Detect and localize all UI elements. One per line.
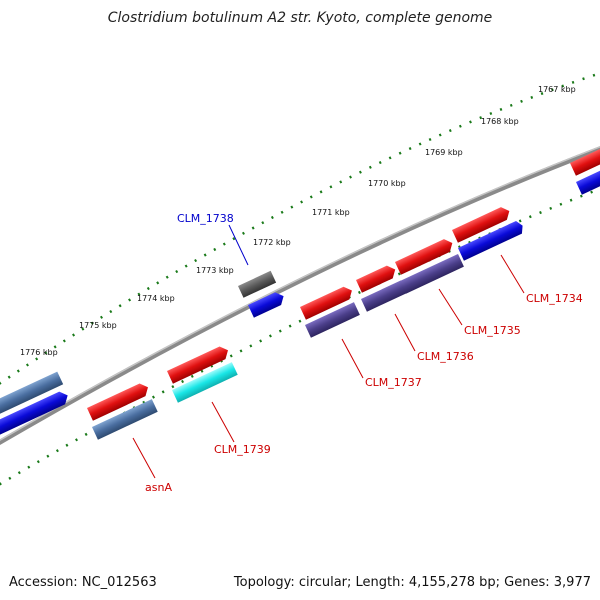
leader-line-clm1739 — [211, 401, 235, 443]
gene-feature-left-slate[interactable] — [0, 371, 64, 415]
gene-label-asna: asnA — [145, 481, 172, 494]
tick-label-1772: 1772 kbp — [253, 238, 291, 247]
genome-summary-text: Topology: circular; Length: 4,155,278 bp… — [233, 575, 591, 590]
tick-label-1770: 1770 kbp — [368, 179, 406, 188]
tick-label-1775: 1775 kbp — [79, 321, 117, 330]
genome-backbone-highlight — [0, 146, 600, 442]
gene-feature-left-blue[interactable] — [0, 389, 71, 435]
gene-feature-top-right-red[interactable] — [570, 144, 600, 176]
gene-feature-clm1736-red[interactable] — [356, 263, 398, 293]
gene-label-clm1736: CLM_1736 — [417, 350, 474, 363]
tick-label-1771: 1771 kbp — [312, 208, 350, 217]
gene-feature-clm1738-gray[interactable] — [238, 270, 277, 298]
tick-label-1774: 1774 kbp — [137, 294, 175, 303]
tick-label-1767: 1767 kbp — [538, 85, 576, 94]
gene-feature-clm1739-cyan[interactable] — [172, 362, 238, 403]
leader-line-clm1734 — [500, 254, 525, 294]
gene-label-clm1734: CLM_1734 — [526, 292, 583, 305]
tick-label-1773: 1773 kbp — [196, 266, 234, 275]
tick-label-1768: 1768 kbp — [481, 117, 519, 126]
leader-line-asna — [132, 437, 156, 479]
tick-label-1769: 1769 kbp — [425, 148, 463, 157]
gene-feature-clm1736-purple[interactable] — [361, 280, 407, 312]
gene-feature-clm1734-blue[interactable] — [458, 219, 526, 261]
gene-feature-clm1735-red[interactable] — [395, 237, 455, 275]
gene-feature-clm1739-red[interactable] — [167, 344, 231, 384]
accession-text: Accession: NC_012563 — [9, 575, 157, 590]
tick-label-1776: 1776 kbp — [20, 348, 58, 357]
gene-feature-asna-red[interactable] — [87, 381, 151, 421]
gene-label-clm1739: CLM_1739 — [214, 443, 271, 456]
gene-feature-clm1737-purple[interactable] — [305, 302, 360, 338]
genome-backbone — [0, 146, 600, 446]
leader-line-clm1738 — [228, 224, 249, 266]
gene-label-clm1735: CLM_1735 — [464, 324, 521, 337]
gene-feature-clm1737-red[interactable] — [300, 284, 355, 320]
gene-feature-asna-slate[interactable] — [92, 399, 158, 440]
gene-label-clm1737: CLM_1737 — [365, 376, 422, 389]
gene-feature-clm1735-purple[interactable] — [400, 253, 464, 294]
leader-line-clm1735 — [438, 288, 463, 326]
map-title: Clostridium botulinum A2 str. Kyoto, com… — [108, 10, 493, 26]
gene-feature-clm1738-blue[interactable] — [248, 290, 287, 318]
gene-label-clm1738: CLM_1738 — [177, 212, 234, 225]
gene-feature-clm1734-red[interactable] — [452, 205, 512, 243]
leader-line-clm1736 — [394, 313, 416, 352]
leader-line-clm1737 — [341, 338, 364, 379]
gene-feature-top-right-blue[interactable] — [576, 165, 600, 195]
